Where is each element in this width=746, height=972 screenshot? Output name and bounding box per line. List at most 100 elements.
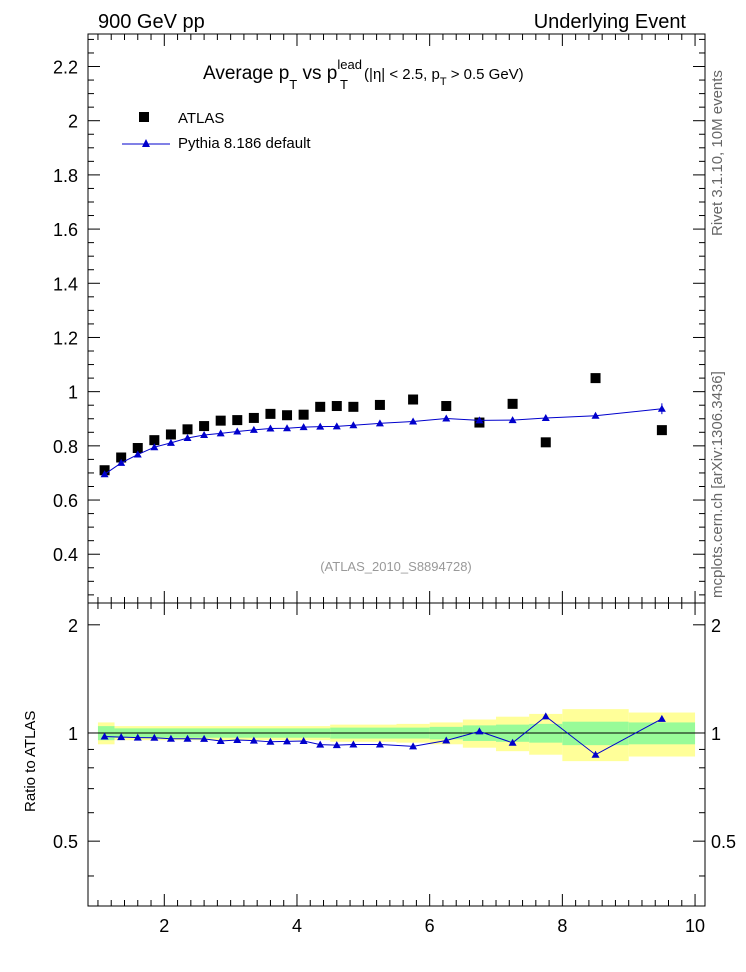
x-tick-label: 4 [292,916,302,936]
ratio-point [332,741,341,749]
main-title: Average pT vs plead T (|η| < 2.5, pT > 0.… [203,57,524,92]
ratio-point [409,742,418,750]
pythia-point [409,417,418,425]
y-tick-label: 0.6 [53,491,78,511]
ratio-ylabel: Ratio to ATLAS [22,711,39,812]
pythia-point [233,427,242,435]
atlas-point [182,424,193,435]
atlas-point [215,415,226,426]
atlas-point [132,443,143,454]
atlas-point [165,429,176,440]
ratio-point [200,734,209,742]
y-tick-label: 1.8 [53,166,78,186]
ratio-point [299,736,308,744]
atlas-point [149,435,160,446]
header-right: Underlying Event [534,11,687,33]
atlas-point [441,401,452,412]
y-tick-label: 1.4 [53,274,78,294]
pythia-point [266,424,275,432]
pythia-point [183,433,192,441]
x-tick-label: 8 [557,916,567,936]
atlas-point [116,452,127,463]
pythia-point [442,414,451,422]
y-tick-label: 0.8 [53,437,78,457]
atlas-point [298,409,309,420]
ratio-point [657,714,666,722]
ratio-point [216,736,225,744]
y-tick-label: 2 [68,112,78,132]
atlas-point [232,415,243,426]
ratio-point [266,737,275,745]
ratio-point [117,733,126,741]
pythia-point [150,443,159,451]
y-tick-label: 0.4 [53,545,78,565]
pythia-point [508,416,517,424]
ratio-point [233,736,242,744]
ratio-point [541,712,550,720]
atlas-point [331,401,342,412]
title-cond2: > 0.5 GeV) [447,66,524,83]
pythia-point [375,419,384,427]
legend: ATLAS Pythia 8.186 default [122,110,311,152]
atlas-point [99,465,110,476]
pythia-line [104,408,662,475]
legend-pythia-marker [142,139,150,147]
atlas-point [590,373,601,384]
ratio-frame [87,602,706,907]
ratio-point [349,740,358,748]
ratio-plot-panel: 0.5 0.5 1 1 2 2 2 4 6 8 10 Ratio to ATLAS [22,602,736,936]
y-tick-label: 1 [68,383,78,403]
title-sub3: T [440,76,447,88]
title-sup: lead [337,57,362,72]
ratio-point [442,736,451,744]
atlas-point [656,425,667,436]
ratio-point [316,740,325,748]
pythia-point [216,429,225,437]
ratio-point [133,733,142,741]
pythia-point [316,422,325,430]
pythia-point [200,431,209,439]
pythia-point [100,470,109,478]
title-cond1: (|η| < 2.5, p [360,66,440,83]
x-tick-label: 10 [685,916,705,936]
y-tick-label: 1.6 [53,220,78,240]
y-tick-label: 1 [68,724,78,744]
legend-atlas-marker [139,112,149,122]
ratio-point [150,733,159,741]
ratio-point [249,736,258,744]
main-plot-panel: 0.40.60.811.21.41.61.822.2 Average pT vs… [53,33,706,604]
pythia-point [475,416,484,424]
ratio-point [183,734,192,742]
y-tick-label: 1.2 [53,328,78,348]
ratio-point [508,738,517,746]
pythia-point [133,450,142,458]
side-label-mcplots: mcplots.cern.ch [arXiv:1306.3436] [709,371,726,598]
pythia-point [349,421,358,429]
atlas-point [315,401,326,412]
pythia-point [657,404,666,412]
x-tick-label: 2 [159,916,169,936]
ratio-line [104,715,663,756]
title-sub2: T [340,77,348,92]
atlas-point [408,394,419,405]
x-tick-label: 6 [425,916,435,936]
pythia-point [166,438,175,446]
pythia-point [283,424,292,432]
atlas-point [199,421,210,432]
pythia-point [591,411,600,419]
y-tick-label-right: 2 [711,616,721,636]
y-tick-label-right: 0.5 [711,832,736,852]
pythia-point [249,425,258,433]
pythia-point [541,413,550,421]
ratio-point [475,727,484,735]
title-sub1: T [289,77,297,92]
atlas-point [248,412,259,423]
ratio-point [100,732,109,740]
ratio-point [591,750,600,758]
atlas-point [282,410,293,421]
atlas-point [348,401,359,412]
legend-pythia-label: Pythia 8.186 default [178,135,311,152]
header-left: 900 GeV pp [98,11,205,33]
ratio-point [375,740,384,748]
